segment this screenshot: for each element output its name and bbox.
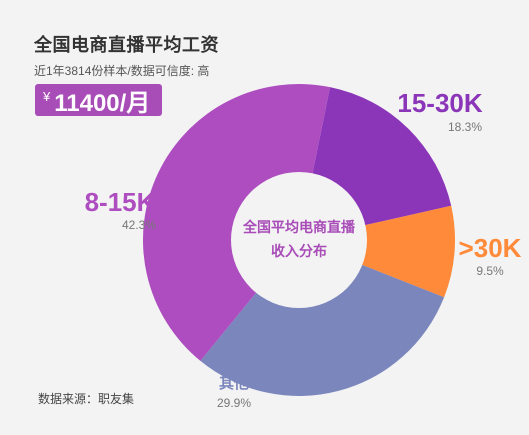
slice-percent-label: 29.9% bbox=[217, 396, 251, 410]
center-label-line-1: 全国平均电商直播 bbox=[242, 219, 356, 235]
sample-info: 近1年3814份样本/数据可信度: 高 bbox=[34, 64, 210, 78]
chart-header: 全国电商直播平均工资 近1年3814份样本/数据可信度: 高 bbox=[34, 31, 219, 79]
slice-percent-label: 42.3% bbox=[122, 218, 156, 232]
page-title: 全国电商直播平均工资 bbox=[34, 35, 219, 55]
donut-slice bbox=[312, 87, 452, 226]
salary-amount: 11400/月 bbox=[54, 89, 151, 117]
slice-category-label: 8-15K bbox=[85, 187, 156, 217]
currency-symbol: ¥ bbox=[43, 88, 51, 104]
center-label-line-2: 收入分布 bbox=[271, 243, 327, 259]
average-salary-badge: ¥ 11400/月 bbox=[35, 84, 163, 117]
data-source: 数据来源：职友集 bbox=[38, 392, 135, 406]
slice-category-label: >30K bbox=[459, 233, 522, 263]
slice-percent-label: 9.5% bbox=[476, 264, 504, 278]
donut-slice bbox=[142, 83, 330, 361]
slice-percent-label: 18.3% bbox=[448, 120, 482, 134]
slice-category-label: 其他 bbox=[219, 374, 249, 392]
donut-slice bbox=[360, 205, 455, 298]
donut-center bbox=[231, 172, 367, 308]
slice-category-label: 15-30K bbox=[397, 88, 482, 118]
donut-slice bbox=[200, 264, 445, 397]
